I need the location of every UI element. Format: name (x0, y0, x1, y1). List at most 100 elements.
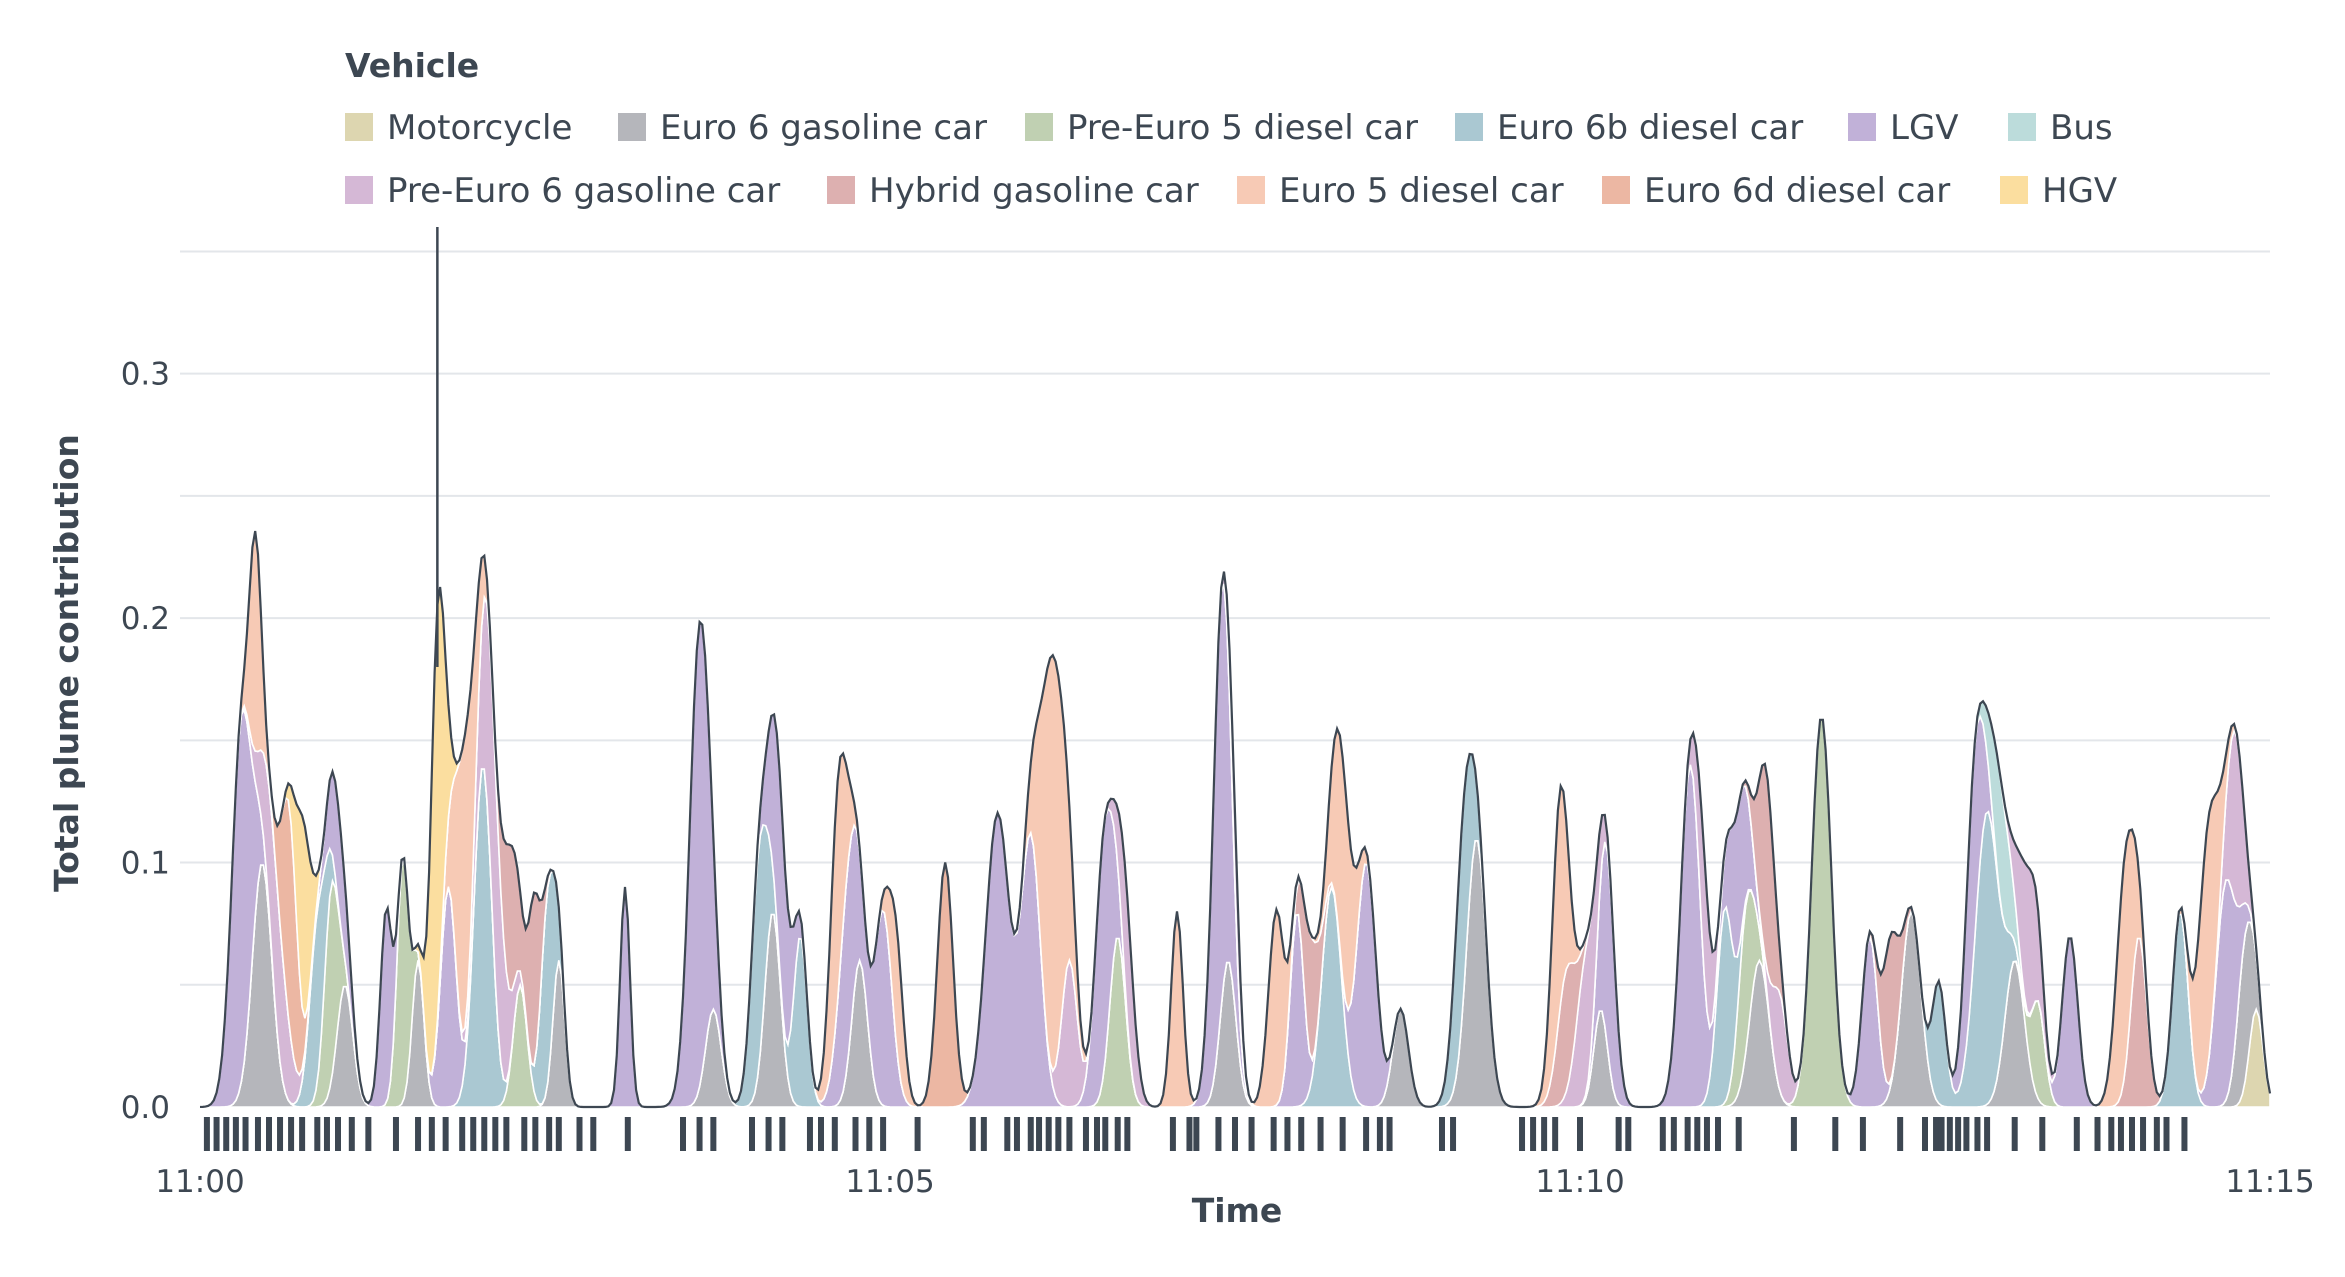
vehicle-pass-mark (1066, 1117, 1073, 1151)
legend-item: Euro 6 gasoline car (618, 108, 987, 148)
vehicle-pass-mark (696, 1117, 703, 1151)
vehicle-pass-mark (1530, 1117, 1537, 1151)
legend-swatch (827, 176, 855, 204)
vehicle-pass-mark (2153, 1117, 2160, 1151)
vehicle-pass-mark (213, 1117, 220, 1151)
vehicle-pass-mark (1094, 1117, 1100, 1151)
vehicle-pass-mark (1615, 1117, 1622, 1151)
x-axis-title: Time (1192, 1191, 1283, 1230)
vehicle-pass-mark (266, 1117, 272, 1151)
vehicle-pass-mark (2073, 1117, 2080, 1151)
vehicle-pass-mark (1004, 1117, 1011, 1151)
vehicle-pass-mark (232, 1117, 239, 1151)
legend-item: Pre-Euro 6 gasoline car (345, 171, 780, 211)
vehicle-pass-mark (1859, 1117, 1866, 1151)
vehicle-pass-mark (1938, 1117, 1945, 1151)
vehicle-pass-mark (749, 1117, 755, 1151)
vehicle-pass-mark (680, 1117, 686, 1151)
vehicle-pass-mark (1102, 1117, 1109, 1151)
vehicle-pass-mark (1670, 1117, 1677, 1151)
vehicle-pass-mark (880, 1117, 887, 1151)
legend-item: Bus (2008, 108, 2113, 148)
vehicle-pass-mark (1984, 1117, 1991, 1151)
legend-swatch (345, 113, 373, 141)
vehicle-pass-mark (299, 1117, 306, 1151)
legend-item: Hybrid gasoline car (827, 171, 1199, 211)
y-axis-ticks: 0.0 0.1 0.2 0.3 (121, 357, 170, 1126)
vehicle-pass-mark (2117, 1117, 2124, 1151)
vehicle-pass-mark (1386, 1117, 1393, 1151)
vehicle-pass-mark (1248, 1117, 1255, 1151)
vehicle-pass-mark (2108, 1117, 2115, 1151)
vehicle-pass-mark (576, 1117, 583, 1151)
vehicle-pass-mark (1215, 1117, 1222, 1151)
vehicle-pass-mark (546, 1117, 553, 1151)
legend-label: Euro 6d diesel car (1644, 171, 1950, 211)
vehicle-pass-mark (1114, 1117, 1121, 1151)
legend-label: HGV (2042, 171, 2117, 211)
vehicle-pass-mark (2181, 1117, 2188, 1151)
vehicle-pass-mark (1735, 1117, 1742, 1151)
legend-swatch (1602, 176, 1630, 204)
vehicle-pass-mark (492, 1117, 499, 1151)
vehicle-pass-mark (481, 1117, 488, 1151)
vehicle-pass-mark (1036, 1117, 1043, 1151)
vehicle-pass-mark (969, 1117, 976, 1151)
y-tick-label: 0.2 (121, 601, 170, 637)
vehicle-pass-mark (866, 1117, 873, 1151)
y-axis-title: Total plume contribution (47, 434, 86, 892)
vehicle-pass-mark (323, 1117, 330, 1151)
legend-title: Vehicle (345, 46, 479, 85)
legend-swatch (2008, 113, 2036, 141)
legend-label: Euro 6 gasoline car (660, 108, 987, 148)
vehicle-pass-mark (2094, 1117, 2101, 1151)
vehicle-pass-mark (555, 1117, 562, 1151)
legend: Vehicle Motorcycle Euro 6 gasoline car Pre… (345, 46, 2117, 211)
x-axis-ticks: 11:00 11:05 11:10 11:15 (155, 1164, 2314, 1200)
vehicle-pass-mark (980, 1117, 987, 1151)
vehicle-pass-mark (1298, 1117, 1305, 1151)
vehicle-pass-mark (428, 1117, 435, 1151)
vehicle-pass-mark (831, 1117, 838, 1151)
vehicle-pass-mark (1715, 1117, 1721, 1151)
vehicle-pass-mark (314, 1117, 321, 1151)
vehicle-pass-mark (2129, 1117, 2135, 1151)
vehicle-pass-mark (1703, 1117, 1710, 1151)
legend-label: Pre-Euro 5 diesel car (1067, 108, 1418, 148)
vehicle-pass-mark (1897, 1117, 1904, 1151)
y-tick-label: 0.3 (121, 357, 170, 393)
legend-label: Motorcycle (387, 108, 572, 148)
vehicle-pass-mark (624, 1117, 631, 1151)
vehicle-pass-mark (459, 1117, 466, 1151)
vehicle-pass-mark (392, 1117, 399, 1151)
legend-label: Euro 5 diesel car (1279, 171, 1564, 211)
vehicle-pass-mark (348, 1117, 355, 1151)
x-tick-label: 11:05 (845, 1164, 934, 1200)
vehicle-pass-mark (503, 1117, 510, 1151)
vehicle-pass-mark (1974, 1117, 1981, 1151)
legend-item: LGV (1848, 108, 1959, 148)
vehicle-pass-mark (2140, 1117, 2147, 1151)
vehicle-pass-mark (1124, 1117, 1131, 1151)
vehicle-pass-mark (590, 1117, 597, 1151)
vehicle-pass-mark (1963, 1117, 1970, 1151)
vehicle-pass-mark (2163, 1117, 2170, 1151)
vehicle-pass-mark (288, 1117, 295, 1151)
legend-label: Bus (2050, 108, 2113, 148)
vehicle-pass-mark (1933, 1117, 1940, 1151)
legend-item: Pre-Euro 5 diesel car (1025, 108, 1418, 148)
vehicle-pass-mark (1232, 1117, 1238, 1151)
y-tick-label: 0.1 (121, 846, 170, 882)
vehicle-pass-mark (765, 1117, 772, 1151)
vehicle-pass-rug (203, 1117, 2188, 1151)
vehicle-pass-mark (1519, 1117, 1526, 1151)
vehicle-pass-mark (818, 1117, 824, 1151)
vehicle-pass-mark (1450, 1117, 1457, 1151)
vehicle-pass-mark (335, 1117, 341, 1151)
vehicle-pass-mark (806, 1117, 813, 1151)
vehicle-pass-mark (1439, 1117, 1445, 1151)
vehicle-pass-mark (1694, 1117, 1701, 1151)
vehicle-pass-mark (1832, 1117, 1839, 1151)
legend-swatch (2000, 176, 2028, 204)
vehicle-pass-mark (1169, 1117, 1176, 1151)
